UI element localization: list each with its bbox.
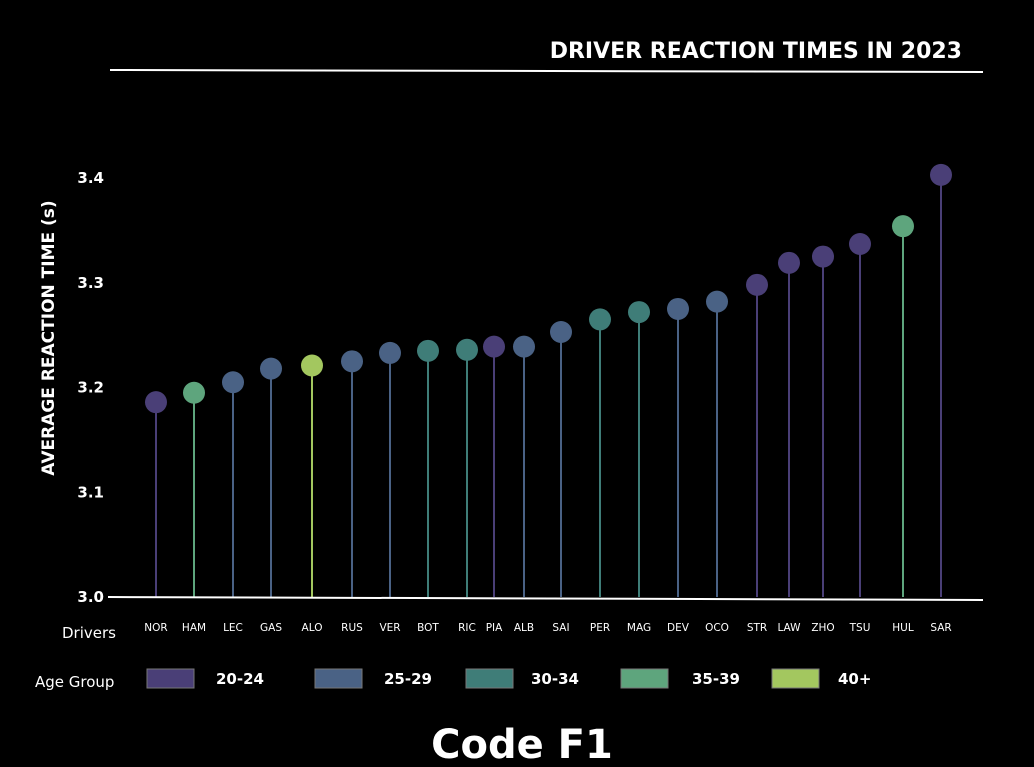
dot-ver xyxy=(379,341,401,364)
brand-logo: Code F1 xyxy=(431,722,613,767)
x-tick-sai: SAI xyxy=(552,622,569,634)
x-tick-lec: LEC xyxy=(223,622,243,634)
y-tick-label: 3.1 xyxy=(77,483,104,501)
legend-label-2: 25-29 xyxy=(384,670,432,688)
legend-swatch-5 xyxy=(771,668,820,689)
dot-tsu xyxy=(849,232,871,255)
dot-dev xyxy=(667,297,689,320)
legend-swatch-1 xyxy=(146,668,195,689)
x-tick-ric: RIC xyxy=(458,622,476,634)
dot-law xyxy=(778,251,800,274)
dot-ham xyxy=(183,381,205,404)
dot-alb xyxy=(513,335,535,358)
x-tick-oco: OCO xyxy=(705,622,729,634)
legend-swatch-4 xyxy=(620,668,669,689)
dots xyxy=(145,163,952,414)
dot-pia xyxy=(483,335,505,358)
x-tick-gas: GAS xyxy=(260,622,282,634)
dot-lec xyxy=(222,371,244,394)
dot-nor xyxy=(145,391,167,414)
dot-ric xyxy=(456,338,478,361)
dot-hul xyxy=(892,215,914,238)
y-axis-ticks: 3.0 3.1 3.2 3.3 3.4 xyxy=(77,169,104,606)
dot-zho xyxy=(812,245,834,268)
stems xyxy=(155,174,942,597)
dot-gas xyxy=(260,357,282,380)
x-tick-ver: VER xyxy=(379,622,400,634)
x-tick-ham: HAM xyxy=(182,622,206,634)
dot-bot xyxy=(417,339,439,362)
x-tick-per: PER xyxy=(590,622,610,634)
legend-title: Age Group xyxy=(35,673,114,691)
legend-label-1: 20-24 xyxy=(216,670,264,688)
y-tick-label: 3.4 xyxy=(77,169,104,187)
legend-swatch-3 xyxy=(465,668,514,689)
dot-str xyxy=(746,273,768,296)
x-tick-alb: ALB xyxy=(514,622,534,634)
chart-title: DRIVER REACTION TIMES IN 2023 xyxy=(550,39,962,64)
x-tick-nor: NOR xyxy=(144,622,167,634)
legend-label-5: 40+ xyxy=(838,670,871,688)
y-tick-label: 3.0 xyxy=(77,588,104,606)
x-tick-alo: ALO xyxy=(302,622,323,634)
x-tick-law: LAW xyxy=(777,622,801,634)
dot-oco xyxy=(706,290,728,313)
x-tick-pia: PIA xyxy=(486,622,503,634)
x-tick-mag: MAG xyxy=(627,622,651,634)
dot-alo xyxy=(301,354,323,377)
x-tick-tsu: TSU xyxy=(849,622,871,634)
x-tick-hul: HUL xyxy=(892,622,914,634)
x-tick-rus: RUS xyxy=(341,622,363,634)
x-tick-bot: BOT xyxy=(417,622,439,634)
x-tick-dev: DEV xyxy=(667,622,690,634)
x-axis-label: Drivers xyxy=(62,624,116,642)
x-tick-str: STR xyxy=(747,622,767,634)
x-axis-line xyxy=(107,596,984,601)
legend: 20-24 25-29 30-34 35-39 40+ xyxy=(146,668,871,689)
y-tick-label: 3.2 xyxy=(77,379,104,397)
x-tick-sar: SAR xyxy=(930,622,951,634)
dot-sai xyxy=(550,320,572,343)
x-axis-ticks: NOR HAM LEC GAS ALO RUS VER BOT RIC PIA ALB SAI PER M… xyxy=(144,622,951,634)
title-underline xyxy=(109,69,984,73)
y-axis-label: AVERAGE REACTION TIME (s) xyxy=(39,200,59,475)
dot-mag xyxy=(628,301,650,324)
x-tick-zho: ZHO xyxy=(811,622,834,634)
dot-sar xyxy=(930,163,952,186)
dot-per xyxy=(589,308,611,331)
legend-swatch-2 xyxy=(314,668,363,689)
dot-rus xyxy=(341,350,363,373)
legend-label-4: 35-39 xyxy=(692,670,740,688)
legend-label-3: 30-34 xyxy=(531,670,579,688)
y-tick-label: 3.3 xyxy=(77,274,104,292)
